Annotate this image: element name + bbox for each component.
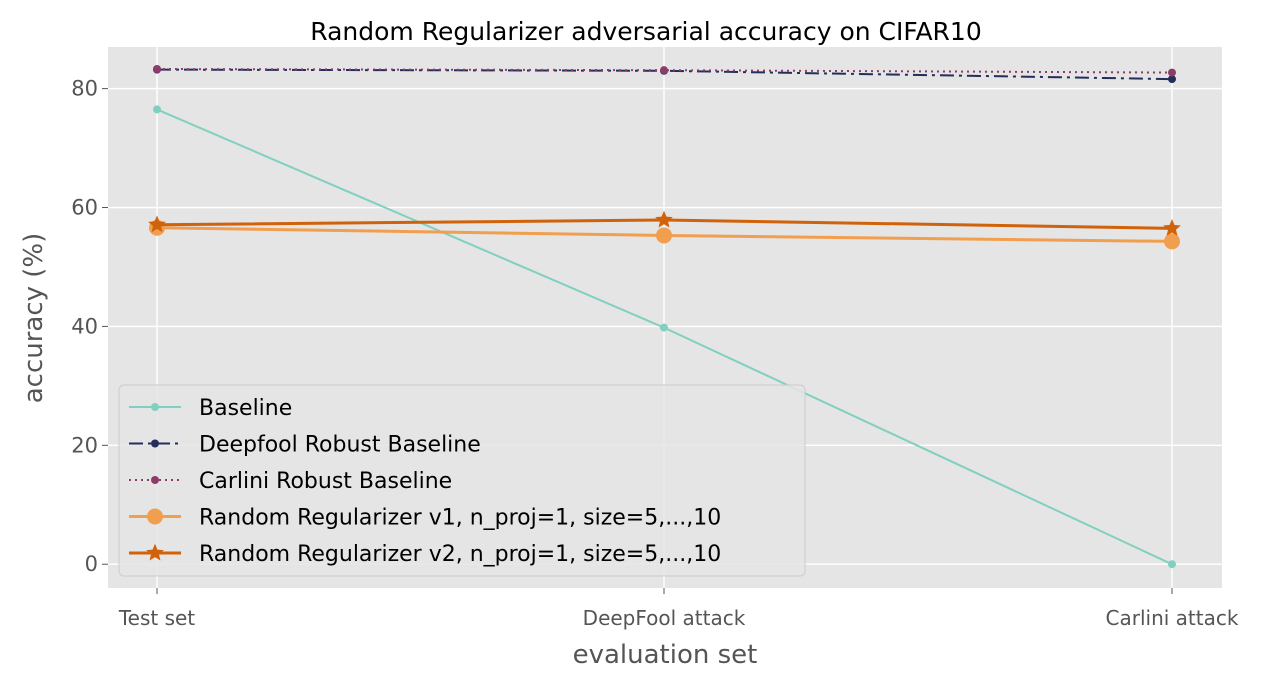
data-point: [655, 210, 673, 228]
data-point: [660, 66, 668, 75]
legend-label: Baseline: [199, 396, 292, 421]
x-tick-label: Test set: [118, 606, 195, 630]
chart-title: Random Regularizer adversarial accuracy …: [310, 17, 981, 46]
legend-swatch-marker: [147, 508, 163, 525]
data-point: [153, 64, 161, 73]
legend-swatch-marker: [151, 476, 159, 484]
legend-swatch-marker: [146, 543, 164, 561]
x-tick-label: Carlini attack: [1106, 606, 1239, 630]
legend-swatch-marker: [151, 403, 159, 411]
legend-label: Random Regularizer v2, n_proj=1, size=5,…: [199, 542, 721, 567]
legend-label: Carlini Robust Baseline: [199, 469, 452, 494]
series-line: [156, 68, 1173, 74]
y-tick-label: 0: [85, 552, 98, 576]
data-point: [1168, 68, 1176, 77]
y-tick-label: 60: [71, 196, 98, 220]
data-point: [660, 323, 668, 332]
data-series: [148, 64, 1181, 569]
y-tick-label: 40: [71, 314, 98, 338]
data-point: [153, 105, 161, 114]
legend-label: Deepfool Robust Baseline: [199, 433, 481, 458]
legend-label: Random Regularizer v1, n_proj=1, size=5,…: [199, 506, 721, 531]
data-point: [148, 215, 166, 233]
data-point: [1163, 219, 1181, 236]
legend-swatch-marker: [151, 439, 159, 448]
data-point: [656, 227, 672, 244]
x-axis-ticks: Test set DeepFool attack Carlini attack: [118, 588, 1239, 630]
x-axis-label: evaluation set: [573, 640, 758, 670]
legend-box: [118, 384, 806, 577]
y-tick-label: 80: [71, 77, 98, 101]
data-point: [1168, 75, 1176, 84]
data-point: [1164, 233, 1180, 250]
y-tick-label: 20: [71, 433, 98, 457]
x-tick-label: DeepFool attack: [583, 606, 746, 630]
data-point: [1168, 560, 1176, 569]
legend: Baseline Deepfool Robust Baseline Carlini …: [118, 384, 806, 577]
y-axis-label: accuracy (%): [19, 233, 49, 404]
y-axis-ticks: 0 20 40 60 80: [71, 77, 108, 576]
